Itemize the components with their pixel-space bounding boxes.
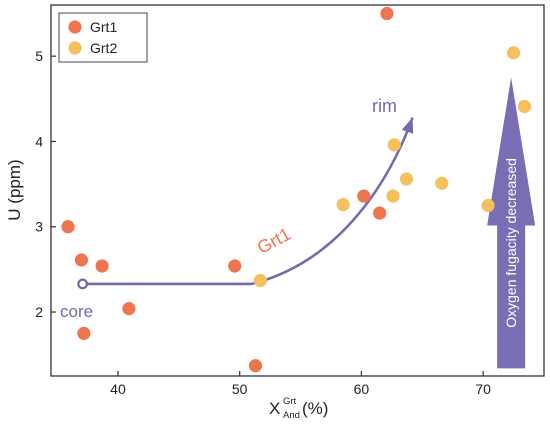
x-tick-label-50: 50 (232, 381, 248, 397)
point-grt2-3 (387, 138, 401, 152)
y-tick-label-5: 5 (35, 48, 43, 64)
point-grt2-1 (336, 197, 350, 212)
point-grt1-7 (357, 189, 371, 203)
legend-marker-grt2 (68, 41, 82, 55)
x-tick-label-40: 40 (110, 381, 126, 397)
legend: Grt1 Grt2 (58, 12, 148, 63)
x-tick-label-60: 60 (354, 381, 370, 397)
core-start-marker (77, 278, 89, 290)
point-grt1-6 (248, 359, 263, 373)
point-grt2-4 (399, 172, 414, 186)
point-grt1-8 (373, 206, 387, 220)
y-tick-label-2: 2 (35, 304, 43, 320)
core-label: core (60, 302, 93, 321)
x-label-sup: Grt (283, 396, 297, 407)
y-tick-label-4: 4 (35, 133, 43, 149)
grt1-trend-label: Grt1 (254, 224, 294, 258)
x-label-unit: (%) (302, 399, 328, 418)
grt1-trend-layer (77, 117, 414, 290)
legend-label-grt1: Grt1 (90, 19, 117, 35)
big-up-arrow (487, 77, 536, 369)
points-layer (61, 6, 532, 373)
point-grt1-4 (122, 302, 136, 316)
point-grt1-3 (95, 259, 109, 273)
point-grt2-5 (435, 176, 449, 190)
x-label-main: X (269, 399, 280, 418)
x-axis-label: X (269, 399, 280, 418)
x-label-sub: And (283, 410, 300, 421)
rim-label: rim (372, 96, 397, 116)
point-grt1-2 (77, 326, 91, 340)
point-grt1-5 (228, 259, 242, 273)
legend-marker-grt1 (68, 20, 82, 34)
point-grt2-0 (253, 273, 267, 288)
legend-label-grt2: Grt2 (90, 40, 117, 56)
y-tick-label-3: 3 (35, 219, 43, 235)
plot-frame (50, 4, 545, 377)
trend-arrowhead (401, 117, 414, 134)
axes-layer: 40 50 60 70 2 3 4 5 U (ppm) X Grt And (%) (5, 4, 545, 421)
oxygen-fugacity-label: Oxygen fugacity decreased (503, 158, 519, 328)
point-grt2-8 (517, 99, 532, 114)
oxygen-fugacity-arrow-layer: Oxygen fugacity decreased (487, 77, 536, 369)
point-grt2-6 (481, 198, 495, 213)
x-tick-label-70: 70 (475, 381, 491, 397)
grt1-trend-curve (82, 117, 414, 286)
point-grt2-7 (506, 46, 521, 60)
point-grt2-2 (386, 189, 400, 203)
point-grt1-1 (74, 253, 89, 267)
point-grt1-9 (380, 6, 394, 21)
point-grt1-0 (61, 220, 75, 234)
y-axis-label: U (ppm) (5, 159, 24, 220)
